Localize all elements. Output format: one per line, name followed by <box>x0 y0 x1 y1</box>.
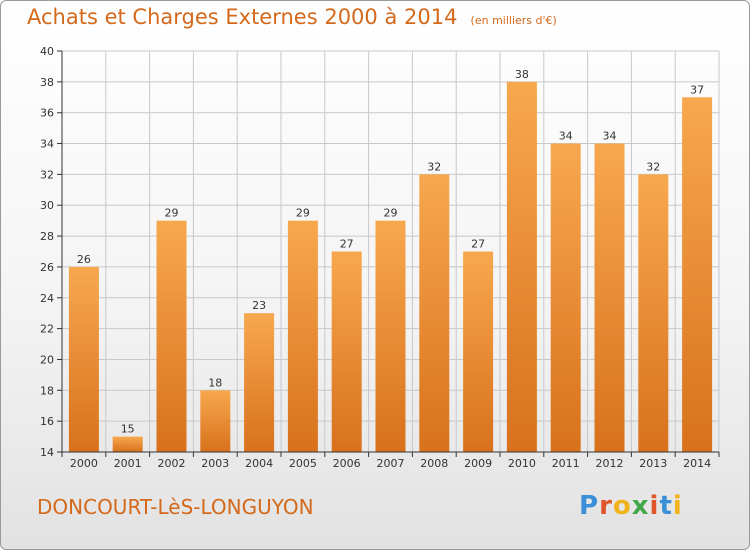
y-tick-label: 26 <box>40 261 54 274</box>
x-tick-label: 2011 <box>552 457 580 470</box>
bar-value-label: 32 <box>427 160 441 173</box>
labels-layer: 26 2000 15 2001 29 2002 18 2003 23 2004 29 2005 27 20… <box>70 68 711 470</box>
y-tick-label: 18 <box>40 384 54 397</box>
y-tick-label: 16 <box>40 415 54 428</box>
bar <box>375 220 406 452</box>
x-tick-label: 2009 <box>464 457 492 470</box>
logo-letter: P <box>579 491 600 521</box>
bar-value-label: 26 <box>77 253 91 266</box>
logo-letter: t <box>659 491 673 521</box>
bar-value-label: 18 <box>208 376 222 389</box>
y-tick-label: 38 <box>40 76 54 89</box>
x-tick-label: 2000 <box>70 457 98 470</box>
bar <box>200 390 231 452</box>
x-tick-label: 2010 <box>508 457 536 470</box>
y-tick-label: 14 <box>40 446 54 459</box>
bar-value-label: 32 <box>646 160 660 173</box>
bar <box>638 174 669 452</box>
y-tick-label: 24 <box>40 292 54 305</box>
bar-value-label: 29 <box>384 207 398 220</box>
y-tick-label: 22 <box>40 323 54 336</box>
bars-layer <box>68 81 713 453</box>
x-tick-label: 2013 <box>639 457 667 470</box>
bar-value-label: 34 <box>559 130 573 143</box>
y-tick-label: 30 <box>40 199 54 212</box>
bar-value-label: 27 <box>471 238 485 251</box>
axis-layer: 14 16 18 20 22 24 26 28 30 32 34 36 38 40 <box>40 45 720 459</box>
x-tick-label: 2001 <box>114 457 142 470</box>
bar <box>68 266 99 452</box>
bar <box>156 220 187 452</box>
logo-letter: o <box>612 491 632 521</box>
x-tick-label: 2005 <box>289 457 317 470</box>
title-line: Achats et Charges Externes 2000 à 2014 (… <box>27 5 557 29</box>
bar-value-label: 37 <box>690 83 704 96</box>
bar <box>419 174 450 452</box>
bar-value-label: 29 <box>165 207 179 220</box>
bar <box>331 251 362 452</box>
bar <box>506 81 537 452</box>
y-tick-label: 40 <box>40 45 54 58</box>
commune-name: DONCOURT-LèS-LONGUYON <box>37 495 314 519</box>
x-tick-label: 2002 <box>158 457 186 470</box>
bar-value-label: 38 <box>515 68 529 81</box>
y-tick-label: 34 <box>40 138 54 151</box>
bar-value-label: 23 <box>252 299 266 312</box>
y-tick-label: 20 <box>40 353 54 366</box>
x-tick-label: 2014 <box>683 457 711 470</box>
x-tick-label: 2003 <box>201 457 229 470</box>
bar <box>594 143 625 453</box>
proxiti-logo: Proxiti <box>579 491 683 521</box>
logo-letter: i <box>672 491 683 521</box>
y-tick-label: 36 <box>40 107 54 120</box>
logo-letter: r <box>599 491 613 521</box>
x-tick-label: 2012 <box>596 457 624 470</box>
x-tick-label: 2006 <box>333 457 361 470</box>
bar <box>550 143 581 453</box>
x-tick-label: 2007 <box>377 457 405 470</box>
bar-value-label: 29 <box>296 207 310 220</box>
bar-value-label: 27 <box>340 238 354 251</box>
x-tick-label: 2008 <box>420 457 448 470</box>
bar <box>463 251 494 452</box>
y-tick-label: 28 <box>40 230 54 243</box>
y-tick-label: 32 <box>40 168 54 181</box>
bar-value-label: 34 <box>603 130 617 143</box>
bar <box>287 220 318 452</box>
logo-letter: i <box>649 491 660 521</box>
chart-title: Achats et Charges Externes 2000 à 2014 <box>27 5 458 29</box>
bar-value-label: 15 <box>121 423 135 436</box>
chart-unit: (en milliers d'€) <box>470 14 557 27</box>
bar <box>112 436 143 452</box>
x-tick-label: 2004 <box>245 457 273 470</box>
bar <box>682 97 713 453</box>
logo-letter: x <box>631 491 650 521</box>
bar <box>244 313 275 452</box>
